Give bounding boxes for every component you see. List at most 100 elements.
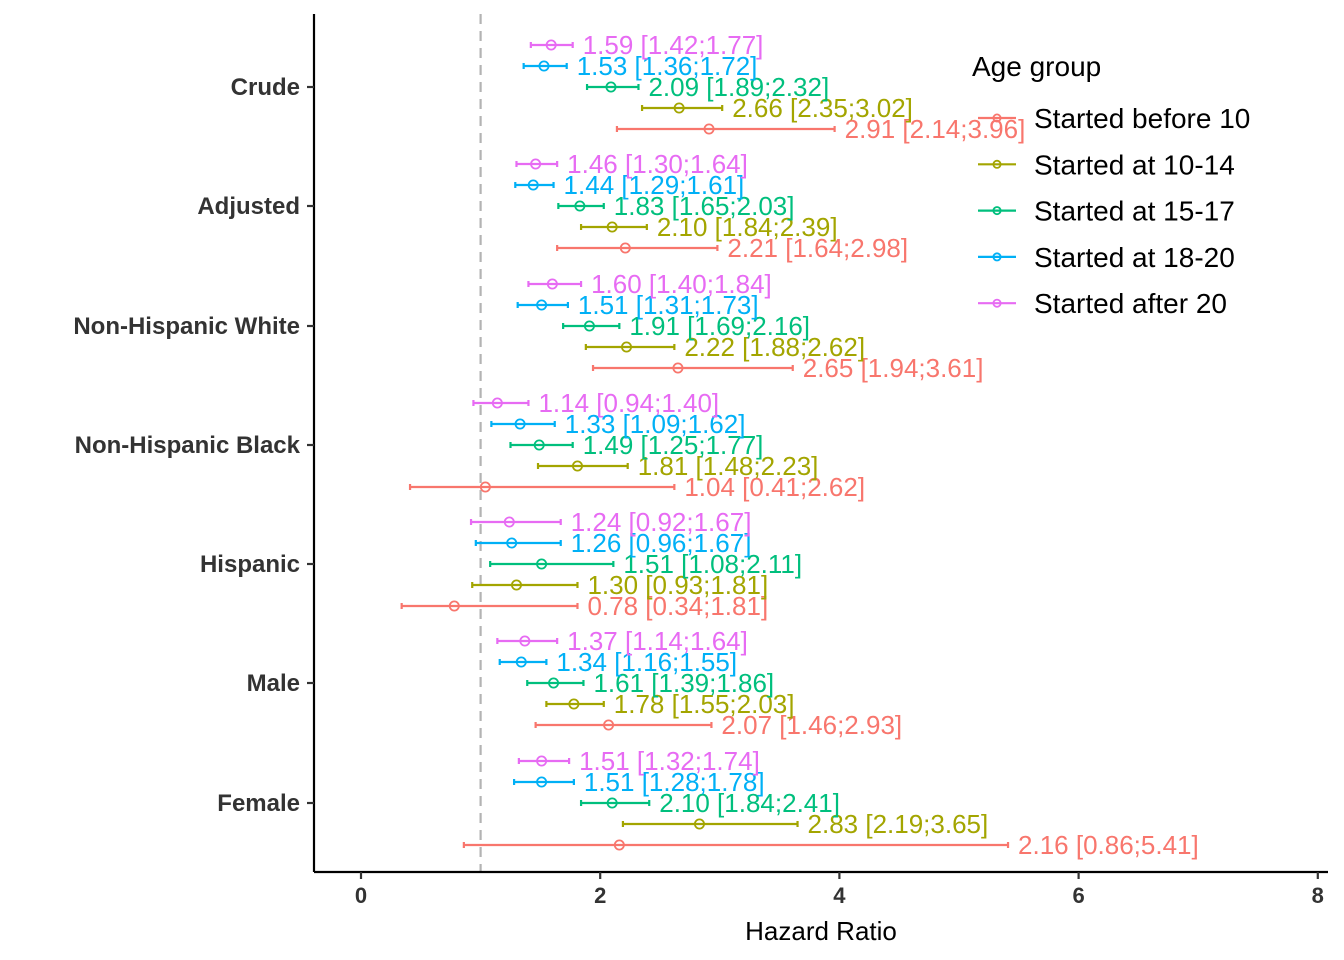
x-tick-label: 0 (355, 883, 367, 908)
legend-item: Started at 18-20 (978, 242, 1235, 273)
category-label: Hispanic (200, 551, 300, 578)
value-label: 1.78 [1.55;2.03] (614, 689, 795, 719)
point-estimate (546, 278, 558, 290)
legend-label: Started after 20 (1034, 288, 1227, 319)
value-label: 2.83 [2.19;3.65] (808, 809, 989, 839)
x-tick-label: 8 (1312, 883, 1324, 908)
value-label: 1.24 [0.92;1.67] (571, 507, 752, 537)
point-estimate (530, 158, 542, 170)
point-estimate (603, 719, 615, 731)
value-label: 1.33 [1.09;1.62] (565, 409, 746, 439)
point-estimate (571, 460, 583, 472)
value-label: 2.22 [1.88;2.62] (684, 332, 865, 362)
point-estimate (605, 81, 617, 93)
point-estimate (519, 635, 531, 647)
value-label: 1.14 [0.94;1.40] (538, 388, 719, 418)
category-label: Non-Hispanic Black (75, 432, 301, 459)
value-label: 1.83 [1.65;2.03] (614, 191, 795, 221)
value-label: 2.07 [1.46;2.93] (721, 710, 902, 740)
category-label: Female (217, 790, 300, 817)
legend-label: Started before 10 (1034, 103, 1250, 134)
series-1: 2.91 [2.14;3.96]2.21 [1.64;2.98]2.65 [1.… (400, 114, 1199, 860)
series-3: 2.09 [1.89;2.32] 1.83 [1.65;2.03] 1.91 [1.… (489, 72, 840, 818)
point-estimate (606, 221, 618, 233)
series-4: 1.53 [1.36;1.72] 1.44 [1.29;1.61] 1.51 [1.… (474, 51, 765, 797)
point-estimate (621, 341, 633, 353)
value-label: 1.46 [1.30;1.64] (567, 149, 748, 179)
point-estimate (448, 600, 460, 612)
point-estimate (503, 516, 515, 528)
value-label: 1.53 [1.36;1.72] (577, 51, 758, 81)
x-axis-title: Hazard Ratio (745, 916, 897, 946)
point-estimate (533, 439, 545, 451)
point-estimate (545, 39, 557, 51)
point-estimate (479, 481, 491, 493)
point-estimate (583, 320, 595, 332)
value-label: 1.34 [1.16;1.55] (556, 647, 737, 677)
value-label: 2.16 [0.86;5.41] (1018, 830, 1199, 860)
legend-key-point (992, 206, 1002, 216)
point-estimate (538, 60, 550, 72)
category-label: Crude (231, 74, 300, 101)
point-estimate (548, 677, 560, 689)
value-label: 1.61 [1.39;1.86] (593, 668, 774, 698)
point-estimate (514, 418, 526, 430)
marks-layer: 2.91 [2.14;3.96]2.21 [1.64;2.98]2.65 [1.… (400, 30, 1199, 860)
legend-label: Started at 18-20 (1034, 242, 1235, 273)
value-label: 1.04 [0.41;2.62] (684, 472, 865, 502)
legend: Age group Started before 10 Started at 10-… (972, 51, 1250, 319)
value-label: 1.81 [1.48;2.23] (638, 451, 819, 481)
point-estimate (536, 755, 548, 767)
point-estimate (693, 818, 705, 830)
point-estimate (536, 776, 548, 788)
legend-title: Age group (972, 51, 1101, 82)
point-estimate (672, 362, 684, 374)
point-estimate (574, 200, 586, 212)
legend-item: Started at 15-17 (978, 196, 1235, 227)
value-label: 2.65 [1.94;3.61] (803, 353, 984, 383)
x-tick-label: 6 (1072, 883, 1084, 908)
value-label: 2.10 [1.84;2.41] (659, 788, 840, 818)
value-label: 2.10 [1.84;2.39] (657, 212, 838, 242)
category-label: Male (247, 670, 300, 697)
point-estimate (703, 123, 715, 135)
series-5: 1.59 [1.42;1.77] 1.46 [1.30;1.64] 1.60 [1.… (469, 30, 772, 776)
legend-label: Started at 10-14 (1034, 149, 1235, 180)
legend-label: Started at 15-17 (1034, 196, 1235, 227)
value-label: 1.91 [1.69;2.16] (629, 311, 810, 341)
point-estimate (506, 537, 518, 549)
point-estimate (515, 656, 527, 668)
legend-item: Started after 20 (978, 288, 1227, 319)
value-label: 0.78 [0.34;1.81] (587, 591, 768, 621)
axes-layer: Crude Adjusted Non-Hispanic White Non-Hispa… (73, 14, 1328, 946)
value-label: 1.60 [1.40;1.84] (591, 269, 772, 299)
value-label: 2.21 [1.64;2.98] (727, 233, 908, 263)
point-estimate (491, 397, 503, 409)
category-label: Adjusted (197, 193, 300, 220)
value-label: 1.51 [1.31;1.73] (578, 290, 759, 320)
value-label: 1.51 [1.32;1.74] (579, 746, 760, 776)
x-tick-label: 4 (833, 883, 846, 908)
value-label: 1.49 [1.25;1.77] (583, 430, 764, 460)
value-label: 1.30 [0.93;1.81] (587, 570, 768, 600)
point-estimate (527, 179, 539, 191)
point-estimate (536, 299, 548, 311)
value-label: 2.09 [1.89;2.32] (648, 72, 829, 102)
value-label: 1.37 [1.14;1.64] (567, 626, 748, 656)
point-estimate (606, 797, 618, 809)
legend-item: Started at 10-14 (978, 149, 1235, 180)
legend-key-point (992, 298, 1002, 308)
legend-item: Started before 10 (978, 103, 1250, 134)
value-label: 1.51 [1.08;2.11] (623, 549, 802, 579)
legend-key-point (992, 113, 1002, 123)
legend-key-point (992, 159, 1002, 169)
point-estimate (619, 242, 631, 254)
point-estimate (673, 102, 685, 114)
value-label: 1.59 [1.42;1.77] (583, 30, 764, 60)
value-label: 1.26 [0.96;1.67] (571, 528, 752, 558)
category-label: Non-Hispanic White (73, 313, 300, 340)
point-estimate (536, 558, 548, 570)
point-estimate (613, 839, 625, 851)
